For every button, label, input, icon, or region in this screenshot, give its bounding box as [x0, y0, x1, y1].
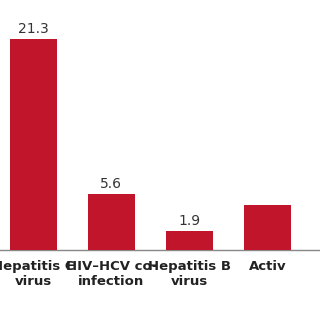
Text: 1.9: 1.9	[179, 214, 201, 228]
Bar	[244, 205, 291, 250]
Text: 5.6: 5.6	[100, 177, 122, 191]
Bar	[88, 194, 135, 250]
Bar	[166, 231, 213, 250]
Bar	[10, 39, 57, 250]
Text: 21.3: 21.3	[18, 22, 48, 36]
